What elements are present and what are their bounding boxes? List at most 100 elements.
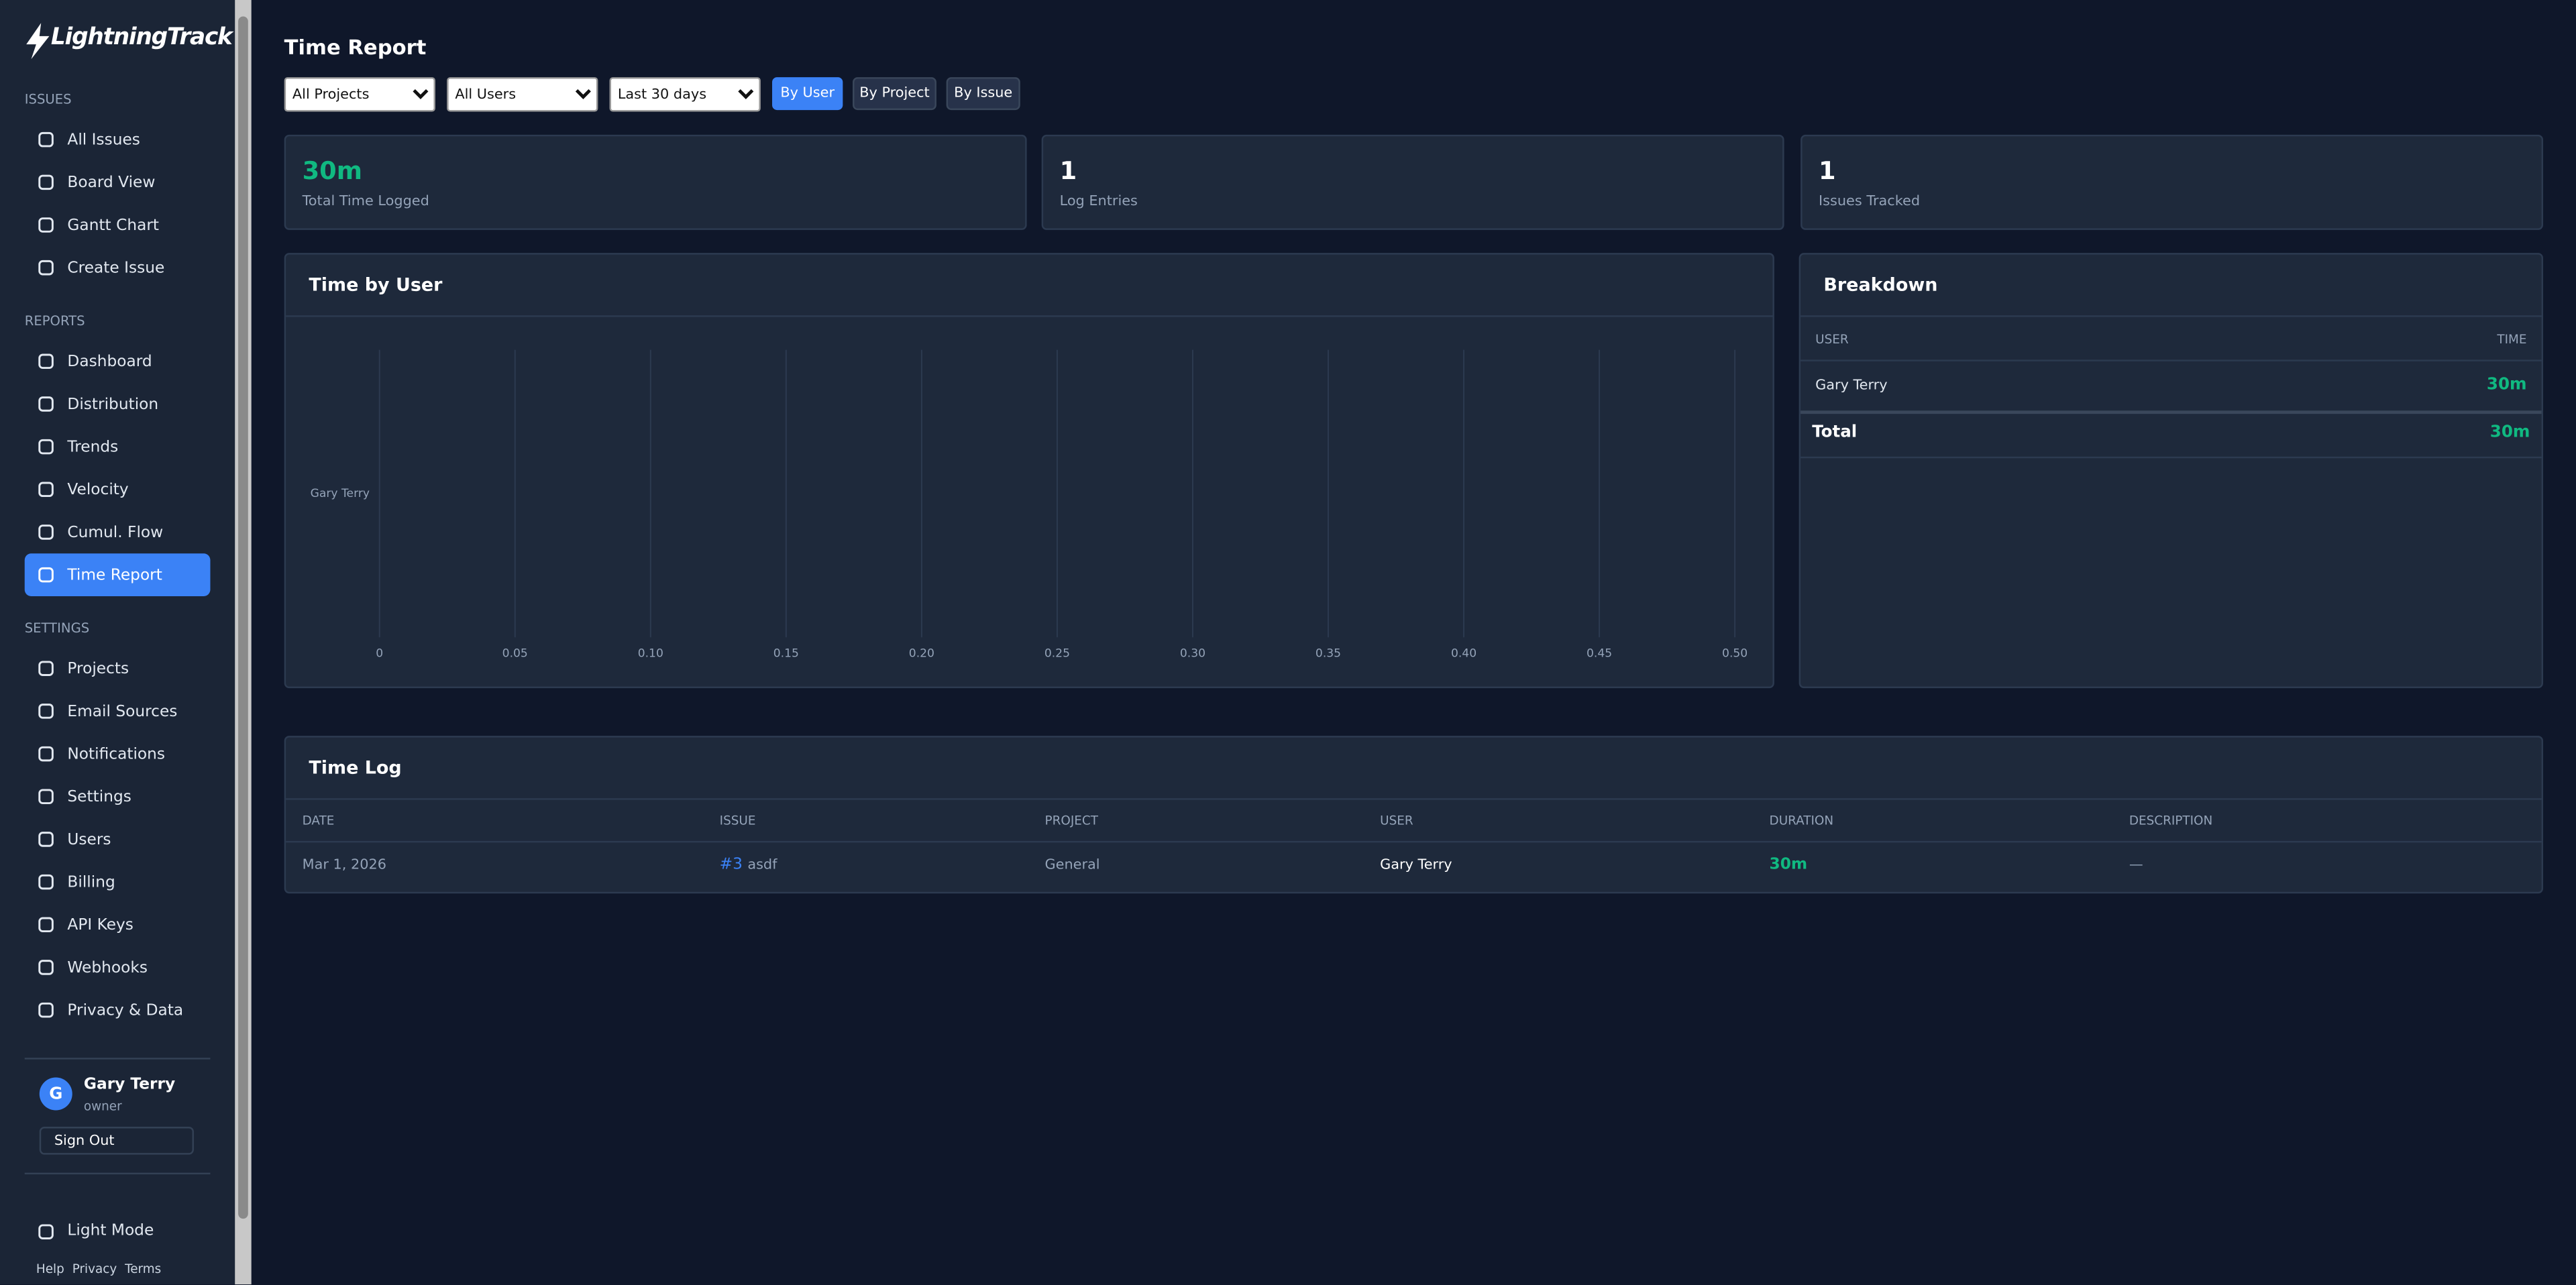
scrollbar[interactable]	[235, 0, 252, 1285]
user-name: Gary Terry	[83, 1076, 176, 1095]
nav-item[interactable]: Dashboard	[25, 340, 211, 383]
nav-icon	[38, 917, 54, 933]
issue-key[interactable]: #3	[719, 855, 743, 874]
brand-name: LightningTrack	[50, 24, 233, 51]
nav-label: Velocity	[67, 480, 129, 499]
log-description: —	[2129, 857, 2143, 874]
nav-label: Time Report	[67, 565, 162, 584]
nav-item[interactable]: Email Sources	[25, 690, 211, 733]
nav-icon	[38, 439, 54, 455]
nav-icon	[38, 746, 54, 762]
group-by-button[interactable]: By Issue	[946, 77, 1020, 111]
y-tick-label: Gary Terry	[311, 487, 370, 500]
nav-icon	[38, 789, 54, 805]
scrollbar-thumb[interactable]	[238, 16, 248, 1219]
stat-card: 30m Total Time Logged	[284, 134, 1027, 230]
group-by-button[interactable]: By User	[772, 77, 843, 111]
nav-label: Board View	[67, 173, 156, 192]
stat-card: 1 Issues Tracked	[1801, 134, 2544, 230]
stat-value: 1	[1059, 156, 1077, 186]
issue-title: asdf	[747, 857, 777, 874]
log-date: Mar 1, 2026	[302, 857, 386, 874]
nav-label: Trends	[67, 437, 119, 456]
nav-item[interactable]: Gantt Chart	[25, 204, 211, 247]
nav-label: Email Sources	[67, 702, 178, 720]
nav-item[interactable]: Billing	[25, 860, 211, 903]
log-issue: #3 asdf	[720, 856, 777, 874]
filter-select[interactable]: Last 30 days	[609, 77, 761, 112]
nav-label: Users	[67, 830, 111, 848]
nav-label: Dashboard	[67, 352, 152, 371]
column-header: USER	[1380, 813, 1413, 828]
total-label: Total	[1812, 423, 1858, 442]
nav-icon	[38, 353, 54, 370]
nav-icon	[38, 704, 54, 719]
column-header: TIME	[2497, 331, 2527, 347]
total-time: 30m	[2489, 423, 2530, 442]
nav-label: Gantt Chart	[67, 216, 160, 234]
nav-item[interactable]: Webhooks	[25, 946, 211, 989]
time-log-panel: Time Log DATE ISSUE PROJECT USER DURATION DESC…	[284, 736, 2544, 894]
chart: 0 0.05 0.10 0.15 0.20 0.25 0.30 0.35 0.40 0.45 0.5…	[311, 349, 1748, 661]
filter-select[interactable]: All Users	[447, 77, 598, 112]
divider	[286, 315, 1773, 317]
breakdown-panel: Breakdown USER TIME Gary Terry 30m Total 30m	[1799, 253, 2544, 689]
stat-label: Log Entries	[1059, 193, 1138, 211]
theme-toggle[interactable]: Light Mode	[38, 1222, 154, 1240]
nav-section-title: SETTINGS	[24, 620, 90, 636]
nav-item[interactable]: Board View	[25, 161, 211, 204]
nav-icon	[38, 524, 54, 540]
nav-item[interactable]: Settings	[25, 775, 211, 818]
column-header: PROJECT	[1044, 813, 1098, 828]
sign-out-button[interactable]: Sign Out	[39, 1127, 194, 1155]
stat-value: 30m	[302, 156, 363, 186]
footer-link[interactable]: Help	[36, 1261, 64, 1276]
stat-label: Total Time Logged	[302, 193, 429, 211]
log-user: Gary Terry	[1380, 857, 1452, 874]
nav-item[interactable]: Users	[25, 818, 211, 861]
nav-item[interactable]: Privacy & Data	[25, 989, 211, 1031]
stat-card: 1 Log Entries	[1041, 134, 1784, 230]
x-tick-label: 0.15	[773, 647, 799, 661]
nav-label: Create Issue	[67, 258, 165, 277]
nav-item[interactable]: All Issues	[25, 118, 211, 161]
nav-label: Notifications	[67, 744, 166, 763]
nav-icon	[38, 131, 54, 148]
nav-item[interactable]: Create Issue	[25, 246, 211, 289]
nav-label: Privacy & Data	[67, 1001, 184, 1019]
x-tick-label: 0.30	[1180, 647, 1205, 661]
x-tick-label: 0.25	[1044, 647, 1070, 661]
chart-title: Time by User	[309, 274, 443, 296]
column-header: USER	[1815, 331, 1849, 347]
nav-section-title: REPORTS	[24, 313, 85, 329]
nav-item[interactable]: Projects	[25, 647, 211, 690]
nav-item[interactable]: Notifications	[25, 732, 211, 775]
x-tick-label: 0.10	[638, 647, 663, 661]
column-header: DURATION	[1769, 813, 1834, 828]
x-tick-label: 0.05	[502, 647, 528, 661]
nav-item[interactable]: Velocity	[25, 468, 211, 511]
theme-toggle-label: Light Mode	[67, 1222, 154, 1240]
nav-label: All Issues	[67, 130, 140, 149]
nav-item[interactable]: Trends	[25, 425, 211, 468]
nav-item[interactable]: Cumul. Flow	[25, 511, 211, 554]
avatar: G	[39, 1077, 72, 1111]
main: Time Report All Projects All Users Last 30 …	[252, 0, 2576, 1284]
nav-icon	[38, 396, 54, 412]
column-header: DESCRIPTION	[2129, 813, 2213, 828]
nav-icon	[38, 260, 54, 276]
group-by-button[interactable]: By Project	[853, 77, 936, 111]
breakdown-title: Breakdown	[1823, 274, 1938, 296]
filter-select[interactable]: All Projects	[284, 77, 435, 112]
divider	[1801, 410, 2542, 414]
nav-item[interactable]: Time Report	[24, 553, 211, 596]
nav-item[interactable]: Distribution	[25, 383, 211, 426]
footer-link[interactable]: Terms	[125, 1261, 162, 1276]
column-header: DATE	[302, 813, 335, 828]
nav-icon	[38, 1223, 54, 1239]
nav-icon	[38, 832, 54, 847]
nav-item[interactable]: API Keys	[25, 903, 211, 946]
footer-link[interactable]: Privacy	[72, 1261, 117, 1276]
